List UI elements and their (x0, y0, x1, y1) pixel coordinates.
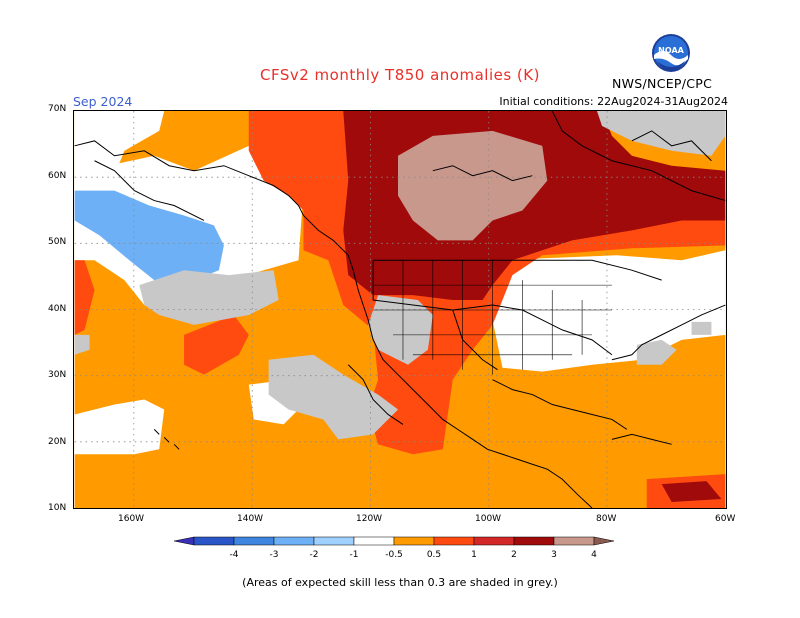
color-scale-ticks: -4 -3 -2 -1 -0.5 0.5 1 2 3 4 (230, 550, 598, 560)
color-scale-tick-label: -0.5 (385, 550, 403, 560)
lon-label-80w: 80W (596, 514, 617, 524)
grey-region-atlantic-small (691, 321, 712, 335)
color-scale-box (553, 536, 595, 546)
logo-text: NOAA (658, 46, 684, 55)
white-region-hawaii (74, 399, 165, 455)
color-scale-box (473, 536, 515, 546)
lat-label-10n: 10N (48, 503, 67, 513)
lon-label-120w: 120W (356, 514, 383, 524)
anomaly-map (73, 110, 727, 509)
grey-region-pacific-north (139, 270, 279, 325)
color-scale-bar: -4 -3 -2 -1 -0.5 0.5 1 2 3 4 (173, 536, 615, 560)
grey-region-pacific-south (268, 354, 399, 440)
color-scale-tick-label: 1 (471, 550, 477, 560)
lat-label-40n: 40N (48, 304, 67, 314)
lon-label-160w: 160W (118, 514, 145, 524)
state-borders (373, 260, 612, 375)
red-orange-region-edge (74, 260, 95, 335)
skill-note: (Areas of expected skill less than 0.3 a… (242, 576, 558, 589)
color-scale-tick-label: 3 (551, 550, 557, 560)
lon-label-100w: 100W (475, 514, 502, 524)
lon-label-60w: 60W (715, 514, 736, 524)
lat-label-50n: 50N (48, 237, 67, 247)
color-scale-tick-label: -3 (270, 550, 279, 560)
lat-label-30n: 30N (48, 370, 67, 380)
dark-red-region-caribbean (661, 481, 722, 503)
color-scale-box (233, 536, 275, 546)
color-scale-arrow-right (593, 536, 615, 546)
map-title: CFSv2 monthly T850 anomalies (K) (260, 66, 540, 84)
color-scale-boxes (173, 536, 615, 546)
color-scale-box (193, 536, 235, 546)
color-scale-box (313, 536, 355, 546)
color-scale-tick-label: 2 (511, 550, 517, 560)
grey-region-atlantic (636, 339, 677, 365)
color-scale-tick-label: -4 (230, 550, 239, 560)
lon-label-140w: 140W (237, 514, 264, 524)
color-scale-tick-label: 0.5 (427, 550, 441, 560)
white-region-eastern-us (492, 250, 726, 372)
initial-conditions: Initial conditions: 22Aug2024-31Aug2024 (499, 95, 728, 108)
lat-label-70n: 70N (48, 104, 67, 114)
pink-region-canada (398, 130, 548, 241)
forecast-month: Sep 2024 (73, 94, 133, 109)
color-scale-arrow-left (173, 536, 195, 546)
lat-label-60n: 60N (48, 171, 67, 181)
noaa-logo-icon: NOAA (652, 34, 690, 72)
grey-region-edge (74, 334, 90, 355)
lat-lon-grid (74, 111, 726, 508)
agency-label: NWS/NCEP/CPC (612, 76, 713, 91)
color-scale-tick-label: -2 (310, 550, 319, 560)
grey-region-southwest (368, 295, 433, 365)
color-scale-box (353, 536, 395, 546)
lat-label-20n: 20N (48, 437, 67, 447)
color-scale-box (273, 536, 315, 546)
color-scale-tick-label: -1 (350, 550, 359, 560)
color-scale-box (393, 536, 435, 546)
color-scale-box (433, 536, 475, 546)
color-scale-box (513, 536, 555, 546)
blue-region-gulf-alaska (74, 190, 224, 281)
color-scale-tick-label: 4 (591, 550, 597, 560)
red-orange-region-pacific (184, 314, 249, 375)
grey-region-hudson (597, 111, 726, 156)
